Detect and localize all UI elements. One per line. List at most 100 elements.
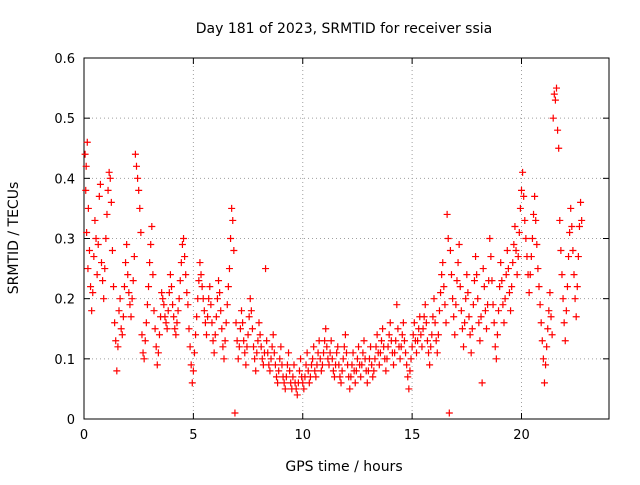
data-point (557, 247, 565, 255)
data-point (439, 259, 447, 267)
data-point (82, 186, 90, 194)
data-point (201, 319, 209, 327)
data-point (413, 349, 420, 357)
y-tick-label: 0.5 (54, 112, 75, 127)
data-point (129, 277, 137, 285)
data-point (325, 361, 333, 369)
data-point (542, 361, 550, 369)
data-point (376, 349, 384, 357)
data-point (262, 265, 270, 273)
data-point (351, 379, 359, 387)
data-point (280, 379, 288, 387)
data-point (326, 349, 334, 357)
data-point (503, 247, 511, 255)
data-point (211, 331, 219, 339)
data-point (402, 349, 410, 357)
data-point (472, 253, 480, 261)
data-point (407, 355, 415, 363)
data-point (277, 343, 285, 351)
data-point (457, 307, 465, 315)
data-point (222, 319, 230, 327)
x-tick-label: 10 (294, 428, 311, 443)
data-point (310, 343, 318, 351)
data-point (496, 283, 504, 291)
data-point (396, 355, 404, 363)
data-point (464, 289, 472, 297)
data-point (220, 355, 228, 363)
data-point (290, 361, 298, 369)
data-point (286, 367, 294, 375)
data-point (250, 343, 258, 351)
data-point (538, 337, 546, 345)
data-point (510, 241, 518, 249)
data-point (558, 271, 566, 279)
data-point (119, 313, 127, 321)
data-point (444, 235, 452, 242)
data-point (528, 235, 536, 242)
data-point (455, 241, 463, 249)
data-point (224, 283, 232, 291)
data-point (339, 355, 347, 363)
data-point (578, 216, 586, 224)
data-point (513, 271, 521, 279)
data-point (460, 343, 468, 351)
data-point (223, 301, 231, 309)
data-point (536, 301, 544, 309)
data-point (216, 289, 224, 297)
data-point (483, 325, 490, 333)
data-point (271, 361, 279, 369)
data-point (575, 222, 583, 230)
data-point (113, 367, 121, 375)
data-point (175, 295, 183, 303)
data-point (509, 259, 517, 267)
data-point (174, 307, 182, 315)
data-point (268, 343, 276, 351)
data-point (269, 331, 277, 339)
data-point (435, 307, 443, 315)
data-point (544, 325, 552, 333)
data-point (153, 361, 161, 369)
data-point (120, 283, 128, 291)
data-point (158, 289, 166, 297)
data-point (375, 361, 383, 369)
data-point (83, 138, 91, 146)
data-point (244, 331, 252, 339)
data-point (405, 385, 413, 393)
data-point (107, 198, 115, 206)
data-point (116, 295, 124, 303)
data-point (352, 367, 360, 375)
data-point (83, 228, 91, 236)
data-point (481, 307, 489, 315)
data-point (562, 307, 570, 315)
data-point (243, 343, 251, 351)
data-point (297, 355, 305, 363)
data-point (318, 361, 326, 369)
data-point (137, 228, 145, 236)
data-point (487, 253, 495, 261)
data-point (468, 325, 476, 333)
data-point (187, 361, 195, 369)
data-point (570, 271, 578, 279)
data-point (501, 295, 509, 303)
data-point (522, 235, 530, 242)
data-point (321, 337, 329, 345)
data-point (329, 367, 337, 375)
data-point (173, 319, 181, 327)
data-point (473, 271, 481, 279)
data-point (305, 379, 313, 387)
data-point (574, 253, 582, 261)
data-point (229, 216, 237, 224)
data-point (209, 337, 217, 345)
data-point (537, 319, 545, 327)
data-point (507, 307, 515, 315)
data-point (92, 235, 100, 242)
data-point (170, 313, 178, 321)
data-point (164, 307, 172, 315)
data-point (499, 301, 507, 309)
data-point (553, 84, 560, 92)
data-point (161, 313, 169, 321)
data-point (293, 391, 301, 399)
data-point (251, 355, 259, 363)
data-point (442, 319, 450, 327)
data-point (449, 295, 457, 303)
